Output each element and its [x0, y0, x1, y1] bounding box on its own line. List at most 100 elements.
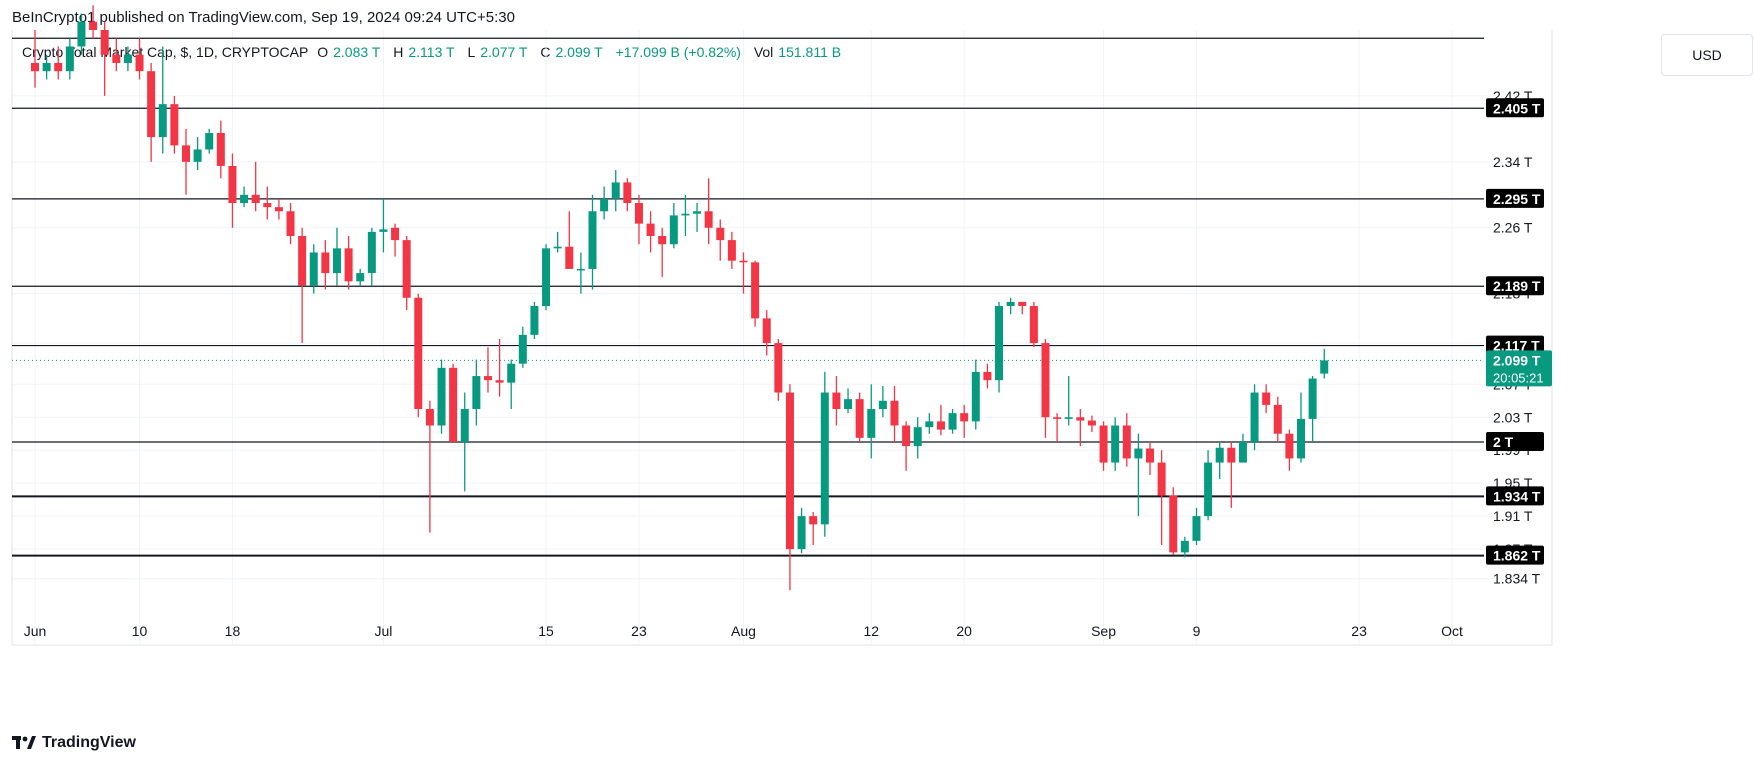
candle-body: [1238, 441, 1247, 463]
candle: [425, 400, 434, 533]
candle: [1157, 450, 1166, 545]
candle: [995, 301, 1004, 393]
price-tick-label: 1.91 T: [1493, 508, 1533, 524]
level-label-bg: [1486, 98, 1544, 118]
candle-body: [658, 235, 667, 245]
candle: [693, 203, 702, 232]
candle-body: [507, 363, 516, 383]
candle-body: [158, 104, 167, 138]
candle-body: [89, 21, 98, 30]
level-label-text: 1.862 T: [1493, 548, 1541, 564]
candle-body: [367, 231, 376, 274]
candle: [820, 371, 829, 537]
candle-body: [669, 215, 678, 245]
grid: [11, 30, 1553, 646]
candle-body: [983, 371, 992, 381]
level-label-bg: [1486, 431, 1544, 451]
candle: [878, 385, 887, 418]
candle: [274, 198, 283, 220]
candle: [844, 388, 853, 414]
candle: [681, 194, 690, 236]
level-label-text: 1.934 T: [1493, 488, 1541, 504]
candle-body: [576, 268, 585, 271]
date-tick-label: Oct: [1441, 623, 1463, 639]
price-tick-label: 1.834 T: [1493, 571, 1541, 587]
candle: [344, 235, 353, 290]
level-label-bg: [1486, 188, 1544, 208]
candle-body: [147, 71, 156, 138]
candle-body: [1087, 420, 1096, 426]
candle: [1215, 441, 1224, 480]
candle: [483, 347, 492, 393]
candle: [1064, 376, 1073, 426]
currency-button[interactable]: USD: [1661, 34, 1753, 76]
level-label: 1.934 T: [1486, 486, 1544, 506]
candle-body: [1285, 433, 1294, 459]
candle-body: [449, 367, 458, 442]
candle-body: [425, 409, 434, 426]
candle-body: [472, 376, 481, 410]
candle: [542, 244, 551, 311]
candle-body: [100, 30, 109, 55]
symbol-legend: Crypto Total Market Cap, $, 1D, CRYPTOCA…: [22, 44, 850, 60]
candles: [31, 5, 1329, 591]
date-tick-label: Jun: [24, 623, 47, 639]
candle-body: [216, 132, 225, 166]
candle-body: [298, 235, 307, 286]
candle: [251, 161, 260, 212]
candle-body: [31, 62, 39, 72]
candle-body: [1029, 306, 1038, 344]
candle-body: [565, 246, 574, 269]
symbol-name: Crypto Total Market Cap, $, 1D, CRYPTOCA…: [22, 44, 309, 60]
candle: [925, 413, 934, 434]
candle: [321, 240, 330, 290]
price-tick-label: 2.34 T: [1493, 154, 1533, 170]
candle: [704, 178, 713, 245]
candle: [716, 219, 725, 261]
candle-body: [855, 399, 864, 438]
candle-body: [553, 246, 562, 249]
candle: [1053, 413, 1062, 442]
candle: [193, 137, 202, 171]
candle: [181, 128, 190, 195]
candle: [751, 260, 760, 327]
date-tick-label: Aug: [731, 623, 756, 639]
candle: [402, 235, 411, 311]
candle-body: [1204, 462, 1213, 517]
candle: [1180, 536, 1189, 558]
candle: [147, 62, 156, 162]
candle-body: [437, 367, 446, 426]
candle: [960, 404, 969, 438]
date-tick-label: 23: [1351, 623, 1367, 639]
candle: [1029, 301, 1038, 348]
candle-body: [460, 409, 469, 442]
candle: [170, 95, 179, 154]
candle-body: [774, 343, 783, 393]
date-axis: Jun 10 18 Jul 15 23 Aug 12 20 Sep 9 23 Oct: [24, 623, 1463, 639]
candle: [391, 223, 400, 257]
level-label: 2.295 T: [1486, 188, 1544, 208]
level-label: 2.189 T: [1486, 276, 1544, 296]
level-label: 2.405 T: [1486, 98, 1544, 118]
level-label-text: 2.189 T: [1493, 278, 1541, 294]
candle: [983, 363, 992, 389]
candle: [1099, 421, 1108, 471]
candle-body: [344, 248, 353, 282]
tradingview-brand-label: TradingView: [42, 734, 136, 751]
candle-body: [1134, 448, 1143, 459]
candle-body: [77, 21, 86, 47]
candle: [65, 38, 74, 80]
candle: [867, 384, 876, 459]
tradingview-brand[interactable]: TradingView: [12, 734, 136, 752]
candle-body: [611, 182, 620, 199]
volume-label: Vol: [753, 44, 774, 60]
candle: [797, 507, 806, 554]
candle: [240, 186, 249, 208]
candle: [286, 203, 295, 245]
candle: [89, 5, 98, 39]
candle: [1273, 396, 1282, 442]
candle-body: [170, 104, 179, 146]
candle: [936, 404, 945, 436]
candle: [1297, 392, 1306, 463]
